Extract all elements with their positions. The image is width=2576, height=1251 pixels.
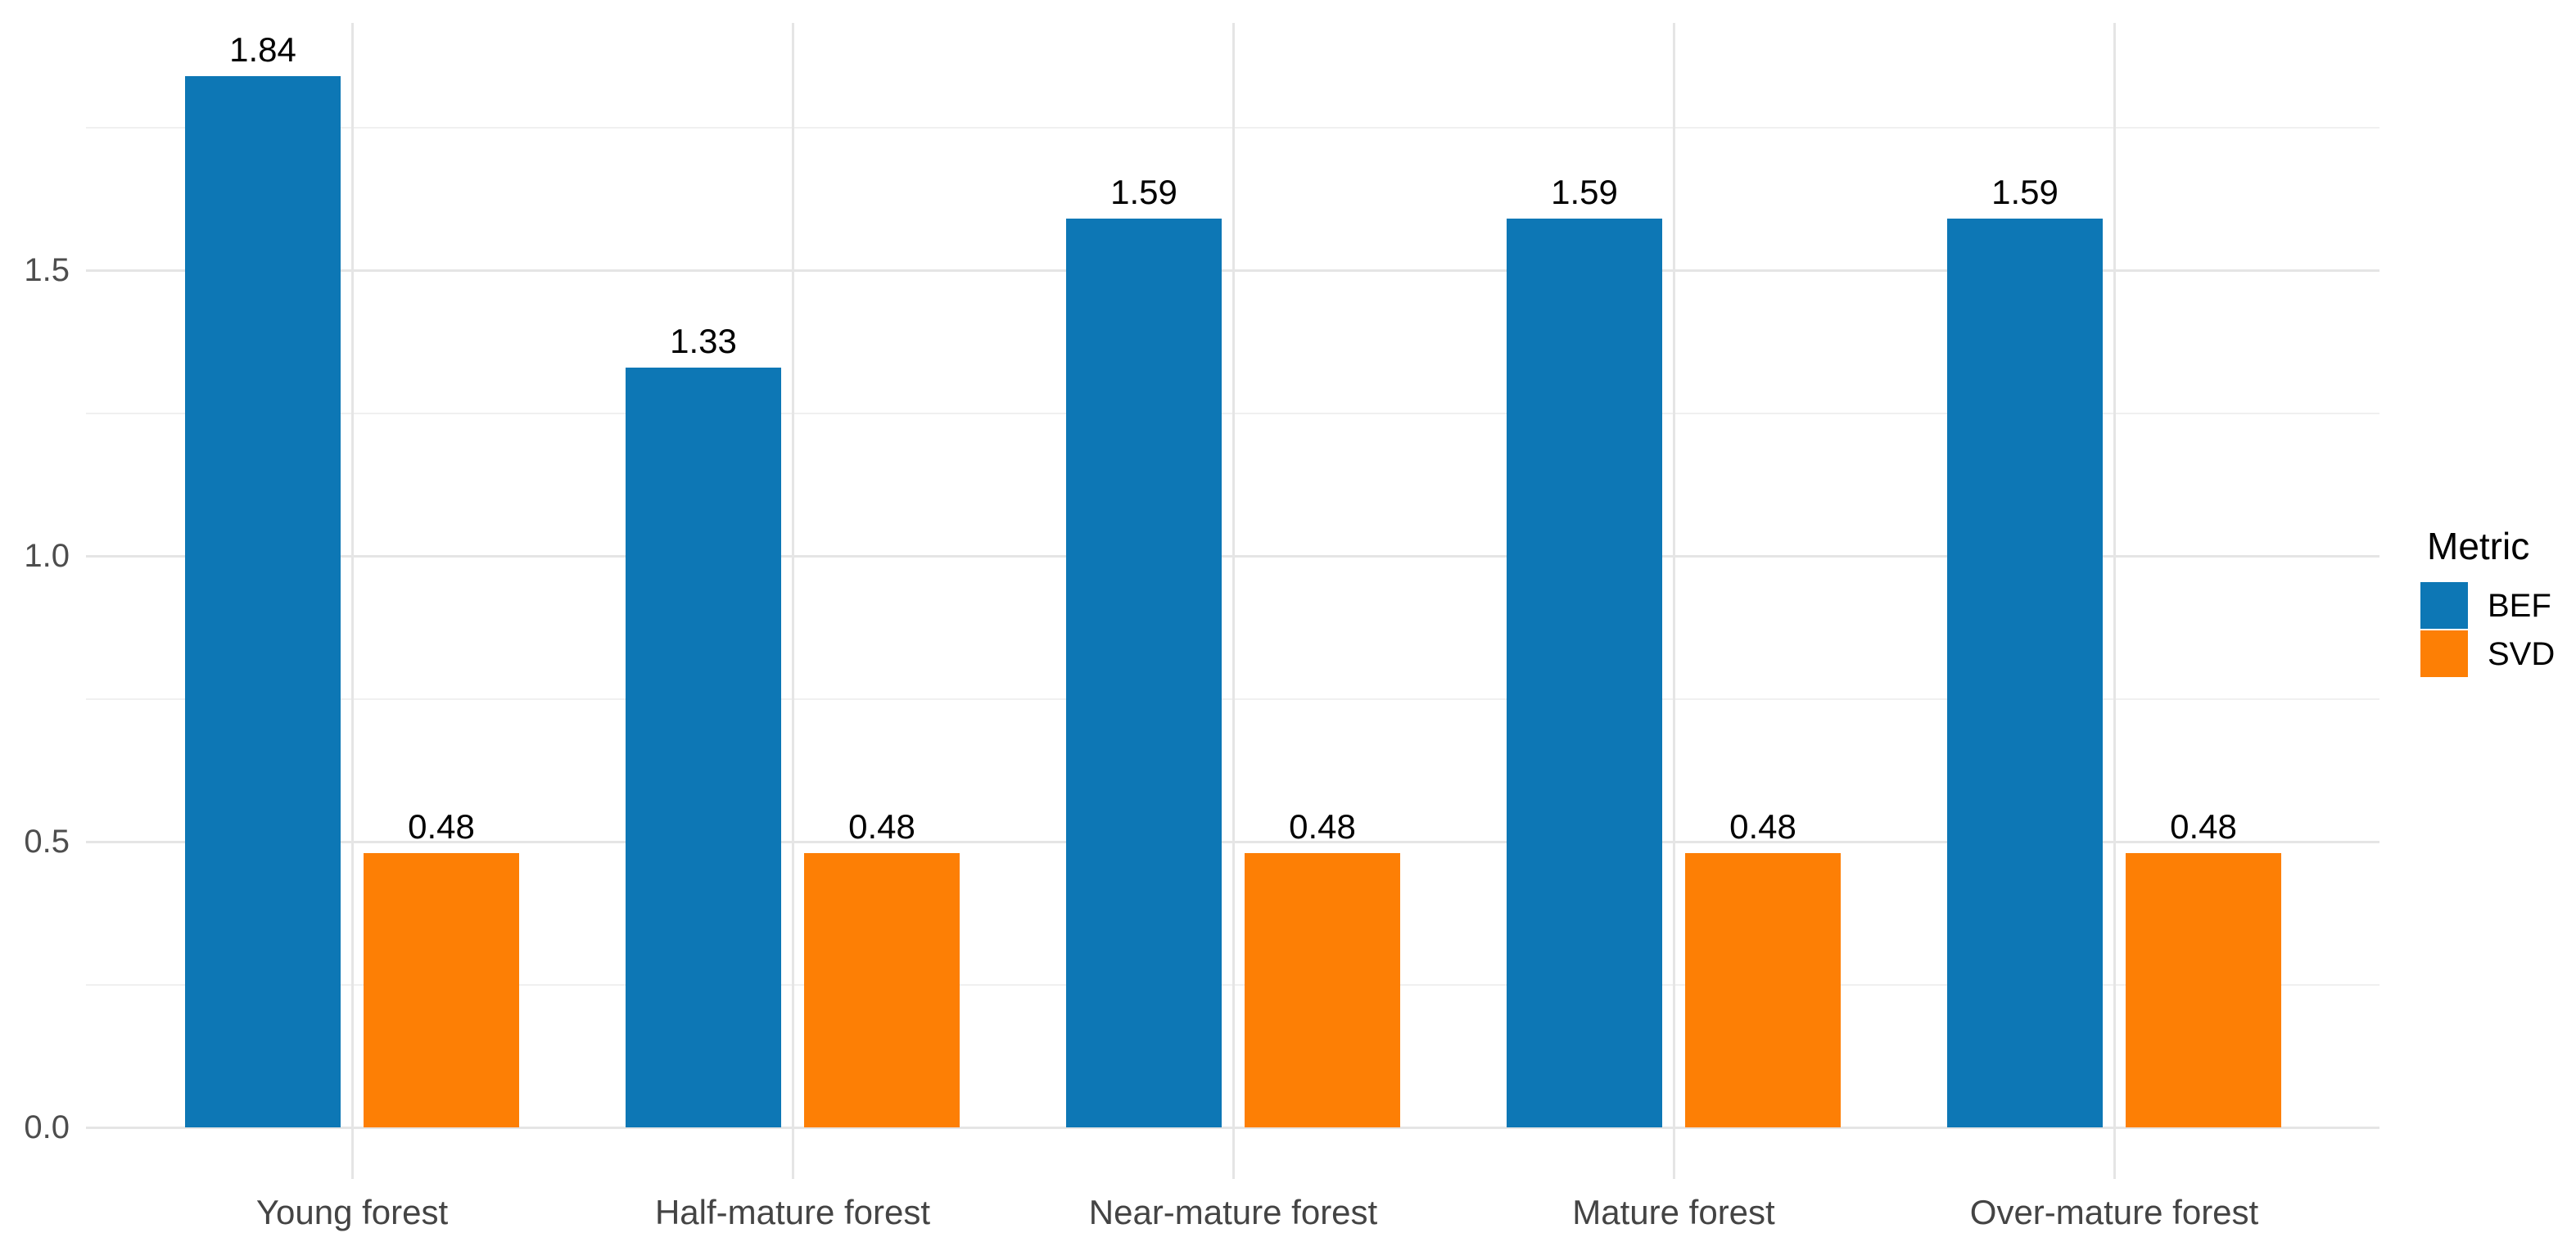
- bar-bef: [1066, 219, 1222, 1127]
- bar-bef: [1507, 219, 1662, 1127]
- y-tick-label: 0.0: [24, 1109, 70, 1145]
- x-gridline: [1232, 23, 1235, 1179]
- x-tick-label: Near-mature forest: [1088, 1193, 1378, 1231]
- x-gridline: [1673, 23, 1675, 1179]
- y-tick-label: 1.5: [24, 252, 70, 288]
- bar-svd: [364, 853, 519, 1127]
- x-gridline: [792, 23, 794, 1179]
- x-gridline: [2113, 23, 2116, 1179]
- legend-entries: BEF SVD: [2420, 582, 2555, 677]
- bar-svd: [2126, 853, 2281, 1127]
- bar-svd: [804, 853, 960, 1127]
- bar-bef: [1947, 219, 2103, 1127]
- bar-value-label: 1.84: [229, 30, 296, 69]
- bar-value-label: 1.59: [1991, 173, 2059, 211]
- x-tick-label: Half-mature forest: [654, 1193, 931, 1231]
- legend: Metric BEF SVD: [2420, 525, 2555, 679]
- plot-panel: 1.84 0.48 1.33 0.48 1.59 0.48 1.59 0.48 1.59 0.48: [86, 23, 2379, 1179]
- x-tick-label: Over-mature forest: [1969, 1193, 2259, 1231]
- x-gridline: [351, 23, 354, 1179]
- bar-value-label: 0.48: [1729, 807, 1796, 846]
- y-tick-label: 1.0: [24, 538, 70, 574]
- bar-bef: [626, 368, 781, 1127]
- bar-svd: [1245, 853, 1400, 1127]
- bar-value-label: 0.48: [2170, 807, 2237, 846]
- x-tick-label: Mature forest: [1572, 1193, 1775, 1231]
- y-tick-label: 0.5: [24, 824, 70, 860]
- bar-value-label: 0.48: [848, 807, 915, 846]
- legend-label-svd: SVD: [2488, 635, 2556, 672]
- bar-value-label: 1.33: [670, 322, 737, 360]
- bar-value-label: 0.48: [408, 807, 475, 846]
- bar-value-label: 1.59: [1110, 173, 1177, 211]
- bar-value-label: 1.59: [1551, 173, 1618, 211]
- bar-svd: [1685, 853, 1841, 1127]
- bar-value-label: 0.48: [1289, 807, 1356, 846]
- legend-swatch-svd: [2420, 630, 2468, 677]
- legend-title: Metric: [2427, 525, 2530, 567]
- x-tick-label: Young forest: [255, 1193, 449, 1231]
- legend-entry-svd: SVD: [2420, 630, 2555, 677]
- bar-bef: [185, 76, 341, 1127]
- legend-swatch-bef: [2420, 582, 2468, 629]
- legend-label-bef: BEF: [2488, 587, 2551, 624]
- legend-entry-bef: BEF: [2420, 582, 2555, 629]
